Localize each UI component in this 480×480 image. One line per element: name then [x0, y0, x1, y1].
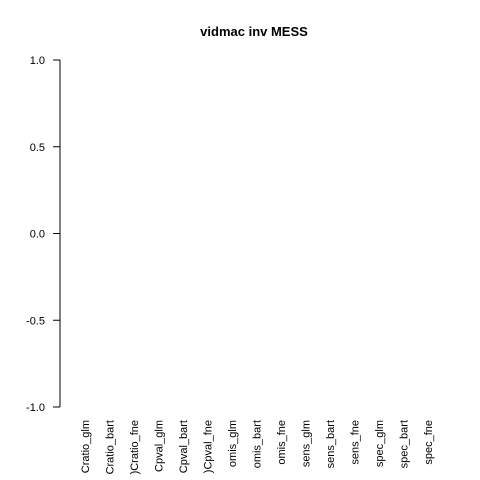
x-tick-label: omis_glm: [227, 420, 239, 467]
x-tick-label: )Cratio_fne: [129, 420, 141, 474]
x-tick-label: Cpval_glm: [154, 420, 166, 472]
y-tick-label: -0.5: [26, 315, 45, 327]
x-tick-label: spec_fne: [423, 420, 435, 465]
y-tick-label: -1.0: [26, 402, 45, 414]
x-tick-label: sens_fne: [350, 420, 362, 465]
y-tick-label: 0.5: [30, 142, 45, 154]
y-tick-label: 1.0: [30, 55, 45, 67]
x-tick-label: spec_bart: [399, 420, 411, 468]
x-tick-label: Cpval_bart: [178, 420, 190, 473]
x-tick-label: sens_glm: [301, 420, 313, 467]
x-tick-label: )Cpval_fne: [203, 420, 215, 473]
x-tick-label: Cratio_bart: [105, 420, 117, 474]
x-tick-label: spec_glm: [374, 420, 386, 467]
x-tick-label: sens_bart: [325, 420, 337, 468]
y-tick-label: 0.0: [30, 229, 45, 241]
x-tick-label: omis_bart: [252, 420, 264, 468]
x-tick-label: omis_fne: [276, 420, 288, 465]
chart-title: vidmac inv MESS: [200, 24, 308, 39]
x-tick-label: Cratio_glm: [80, 420, 92, 473]
